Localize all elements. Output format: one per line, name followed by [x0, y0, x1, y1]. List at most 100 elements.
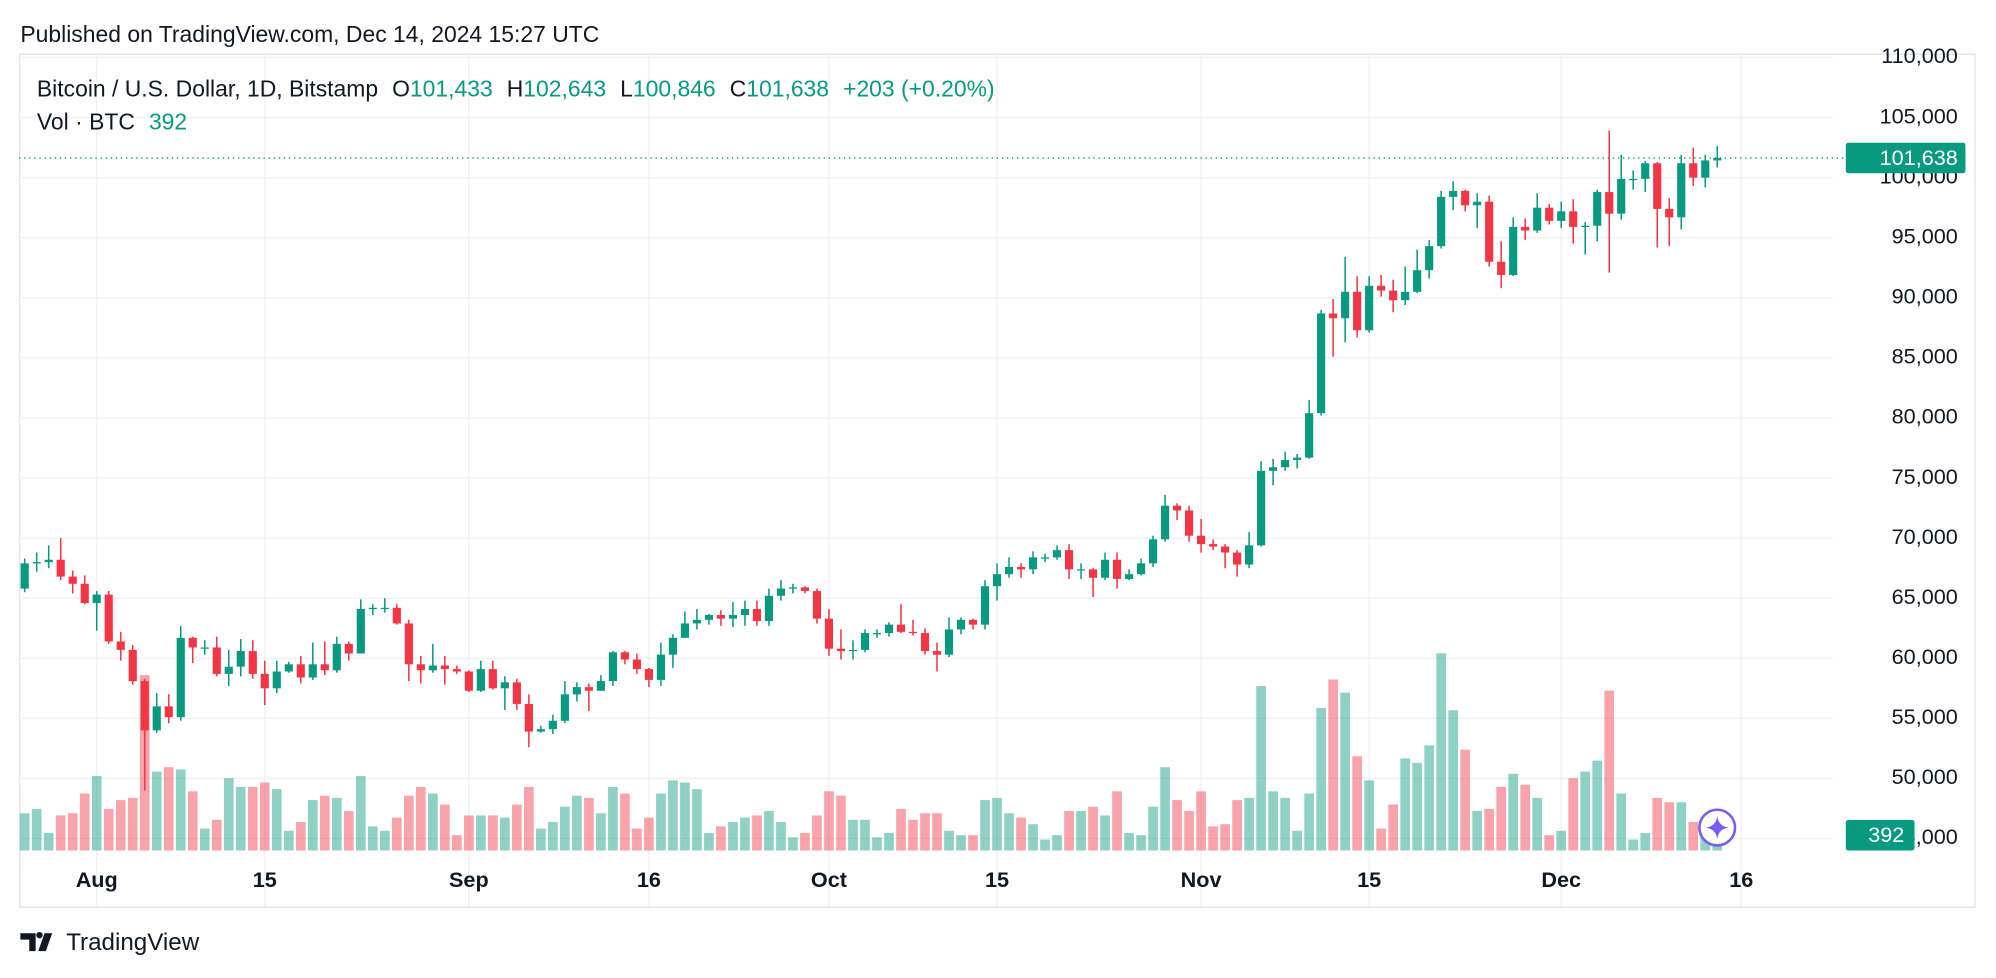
volume-bar: [452, 835, 462, 851]
candle-body: [884, 624, 894, 634]
candle-body: [1233, 552, 1242, 565]
volume-bar: [175, 769, 186, 851]
candle-body: [1040, 557, 1050, 559]
candle-body: [1641, 163, 1650, 179]
volume-bar: [1136, 835, 1146, 851]
volume-bar: [259, 782, 270, 851]
candle-body: [740, 609, 750, 616]
candle-body: [800, 587, 810, 591]
candle-body: [1449, 190, 1458, 197]
candle-body: [20, 563, 29, 589]
candle-body: [668, 637, 677, 655]
volume-bar: [271, 789, 282, 851]
volume-bar: [1388, 804, 1398, 851]
volume-bar: [920, 813, 930, 851]
volume-bar: [1292, 830, 1302, 851]
volume-bar: [199, 828, 210, 851]
candle-body: [548, 720, 557, 730]
close-letter: C: [730, 76, 747, 102]
volume-bar: [1100, 815, 1110, 851]
volume-bar: [1652, 797, 1663, 851]
candle-body: [296, 664, 305, 678]
volume-bar: [1076, 811, 1086, 851]
candle-body: [1148, 539, 1158, 564]
volume-bar: [704, 832, 714, 851]
candle-body: [440, 665, 449, 670]
candle-body: [416, 664, 425, 671]
candle-body: [968, 619, 978, 625]
volume-bar: [31, 808, 42, 851]
volume-bar: [307, 800, 318, 851]
volume-bar: [1112, 791, 1122, 851]
volume-bar: [19, 813, 30, 851]
candle-body: [1557, 211, 1566, 221]
candle-body: [200, 647, 209, 649]
candle-body: [1076, 569, 1086, 571]
volume-bar: [331, 797, 342, 851]
volume-bar: [524, 786, 534, 851]
volume-bar: [115, 800, 126, 851]
x-tick-label: Aug: [76, 867, 118, 892]
candle-body: [1185, 510, 1194, 536]
candle-body: [632, 659, 641, 670]
candle-body: [308, 664, 317, 678]
legend-header: Bitcoin / U.S. Dollar, 1D, Bitstamp O101…: [37, 76, 995, 102]
candle-body: [560, 694, 569, 721]
candle-body: [428, 665, 437, 671]
candle-body: [1365, 285, 1374, 331]
last-price-label: 101,638: [1880, 145, 1958, 170]
candle-body: [1605, 192, 1614, 214]
x-tick-label: Oct: [811, 867, 847, 892]
candle-body: [464, 671, 473, 691]
candle-body: [488, 669, 497, 689]
volume-bar: [43, 832, 54, 851]
volume-bar: [79, 793, 90, 851]
volume-bar: [1352, 756, 1362, 851]
volume-bar: [740, 817, 750, 851]
volume-layer: [19, 653, 1723, 851]
candle-body: [704, 615, 713, 620]
candle-body: [752, 609, 762, 622]
volume-bar: [1556, 830, 1567, 851]
volume-bar: [223, 778, 234, 851]
volume-bar: [1424, 745, 1435, 851]
candle-body: [692, 619, 701, 624]
volume-bar: [439, 804, 450, 851]
volume-bar: [1544, 835, 1555, 851]
volume-bar: [1460, 749, 1471, 851]
icon-star: [1705, 816, 1729, 840]
assistant-icon[interactable]: [1698, 808, 1737, 847]
volume-bar: [319, 795, 330, 851]
volume-bar: [800, 832, 810, 851]
volume-bar: [860, 819, 870, 851]
volume-bar: [343, 811, 354, 851]
candle-body: [32, 562, 41, 564]
volume-bar: [656, 793, 666, 851]
volume-bar: [1028, 824, 1038, 851]
volume-bar: [1448, 710, 1459, 851]
candle-body: [1245, 545, 1254, 565]
candle-body: [1124, 574, 1134, 579]
candle-body: [272, 671, 281, 689]
candle-body: [368, 607, 377, 610]
candle-body: [476, 669, 485, 691]
candle-body: [860, 633, 870, 650]
candle-body: [212, 647, 221, 674]
candle-body: [1004, 566, 1014, 575]
volume-bar: [788, 837, 798, 851]
high-letter: H: [507, 76, 524, 102]
candle-body: [1425, 246, 1434, 271]
volume-bar: [584, 797, 594, 851]
candle-body: [1100, 559, 1110, 578]
brand-logo: [20, 931, 53, 952]
volume-legend: Vol · BTC 392: [37, 109, 187, 135]
candle-body: [1713, 157, 1722, 161]
candle-body: [224, 666, 233, 674]
candle-body: [584, 687, 593, 691]
candle-body: [380, 607, 389, 610]
volume-bar: [355, 775, 366, 851]
x-tick-label: 15: [1357, 867, 1381, 892]
candle-body: [1593, 192, 1602, 226]
y-tick-label: 60,000: [1892, 644, 1958, 669]
